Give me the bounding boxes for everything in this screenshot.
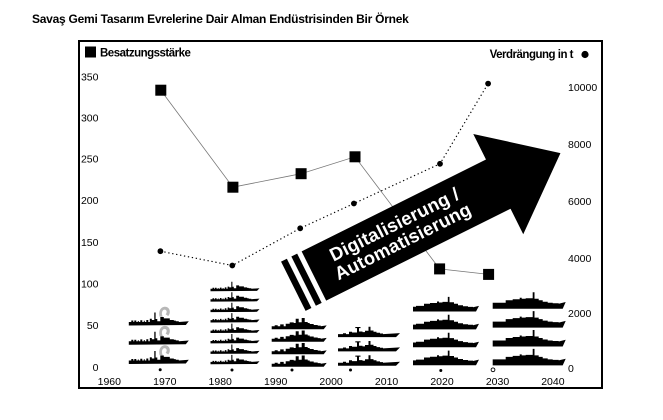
svg-text:1980: 1980 bbox=[209, 376, 233, 388]
svg-text:300: 300 bbox=[81, 112, 99, 124]
svg-text:Besatzungsstärke: Besatzungsstärke bbox=[100, 48, 191, 60]
svg-text:0: 0 bbox=[93, 362, 99, 374]
svg-text:6000: 6000 bbox=[568, 196, 592, 208]
svg-text:350: 350 bbox=[81, 71, 99, 83]
svg-text:50: 50 bbox=[87, 320, 99, 332]
svg-text:1970: 1970 bbox=[153, 376, 177, 388]
svg-text:100: 100 bbox=[81, 278, 99, 290]
svg-text:2010: 2010 bbox=[375, 376, 399, 388]
svg-text:Verdrängung in t: Verdrängung in t bbox=[490, 49, 574, 61]
svg-text:2030: 2030 bbox=[486, 376, 510, 388]
svg-text:8000: 8000 bbox=[568, 139, 592, 151]
svg-text:10000: 10000 bbox=[568, 82, 597, 94]
svg-text:4000: 4000 bbox=[568, 253, 592, 265]
svg-text:1960: 1960 bbox=[98, 376, 122, 388]
svg-text:1990: 1990 bbox=[264, 376, 288, 388]
svg-text:2040: 2040 bbox=[541, 376, 565, 388]
svg-text:2000: 2000 bbox=[319, 376, 343, 388]
svg-text:2000: 2000 bbox=[568, 308, 592, 320]
svg-text:200: 200 bbox=[81, 195, 99, 207]
svg-text:250: 250 bbox=[81, 153, 99, 165]
svg-text:2020: 2020 bbox=[430, 376, 454, 388]
svg-text:0: 0 bbox=[568, 363, 574, 375]
svg-text:150: 150 bbox=[81, 237, 99, 249]
